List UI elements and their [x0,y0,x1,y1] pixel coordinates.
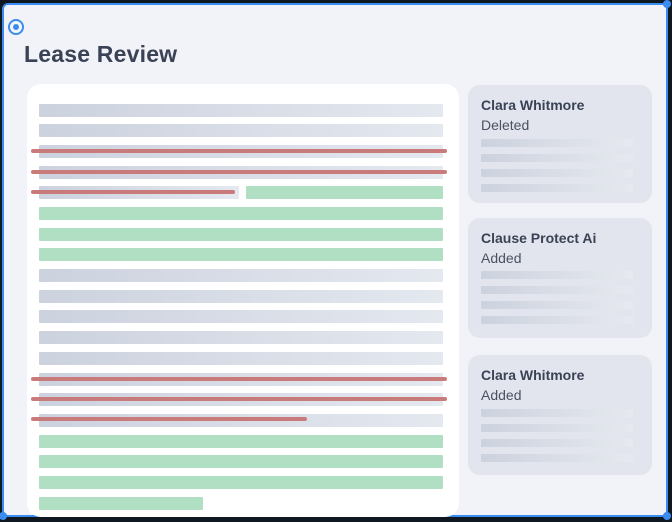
strikethrough [31,397,447,401]
change-author: Clause Protect Ai [481,230,597,246]
added-line [246,186,443,199]
change-action: Added [481,250,522,266]
text-line [39,104,443,117]
strikethrough [31,417,307,421]
resize-handle-bottom-right[interactable] [663,512,671,520]
card-text-line [481,409,633,417]
resize-handle-bottom-left[interactable] [0,512,7,520]
page-title: Lease Review [24,41,178,67]
change-author: Clara Whitmore [481,97,585,113]
card-text-line [481,286,633,294]
strikethrough [31,377,447,381]
text-line [39,310,443,323]
text-line [39,269,443,282]
strikethrough [31,190,235,194]
card-text-line [481,184,633,192]
change-card[interactable]: Clara Whitmore Added [468,355,652,475]
card-text-line [481,139,633,147]
card-text-line [481,454,633,462]
added-line [39,207,443,220]
added-line [39,435,443,448]
change-action: Deleted [481,117,530,133]
text-line [39,352,443,365]
change-author: Clara Whitmore [481,367,585,383]
card-text-line [481,424,633,432]
card-text-line [481,169,633,177]
card-text-line [481,439,633,447]
card-text-line [481,154,633,162]
strikethrough [31,149,447,153]
card-text-line [481,271,633,279]
strikethrough [31,170,447,174]
change-card[interactable]: Clara Whitmore Deleted [468,85,652,203]
added-line [39,476,443,489]
change-card[interactable]: Clause Protect Ai Added [468,218,652,338]
resize-handle-top-right[interactable] [663,0,671,8]
card-text-line [481,316,633,324]
text-line [39,331,443,344]
card-text-line [481,301,633,309]
text-line [39,124,443,137]
added-line [39,248,443,261]
change-action: Added [481,387,522,403]
added-line [39,497,203,510]
added-line [39,455,443,468]
radio-target-icon[interactable] [8,19,24,35]
added-line [39,228,443,241]
text-line [39,290,443,303]
document-page [27,84,459,517]
